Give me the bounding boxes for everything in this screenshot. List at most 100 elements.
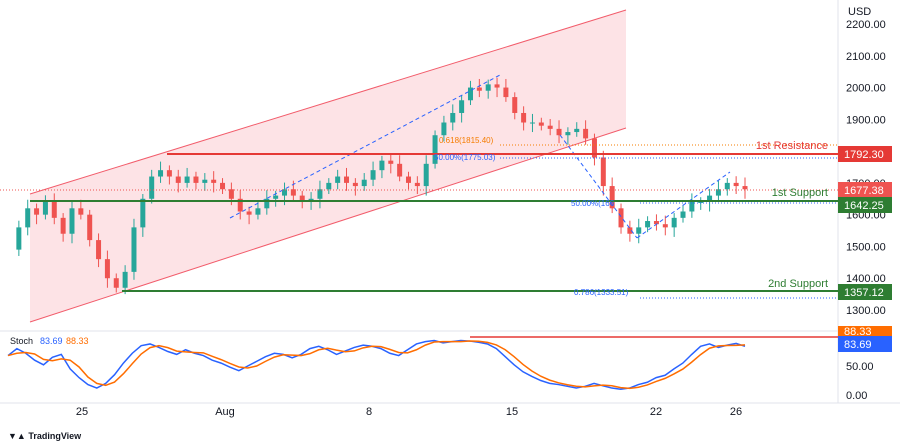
candle-body <box>538 122 544 126</box>
candle-body <box>370 170 376 180</box>
fib-zigzag-down <box>559 134 638 239</box>
support2-annotation: 2nd Support <box>768 278 828 290</box>
price-axis-tick: 1400.00 <box>846 273 886 285</box>
support1-price-tag: 1642.25 <box>838 197 892 213</box>
candle-body <box>282 189 288 196</box>
stoch-legend-label: Stoch <box>10 336 33 346</box>
candle-body <box>707 195 713 202</box>
svg-text:88.33: 88.33 <box>844 326 872 338</box>
candle-body <box>662 224 668 228</box>
candle-body <box>228 189 234 199</box>
candle-body <box>69 208 75 234</box>
stoch-d-line <box>7 340 746 390</box>
candle-body <box>698 201 704 203</box>
channel-lower-line <box>29 127 627 323</box>
fib50-upper-annotation: 50.00%(1775.03) <box>434 153 496 162</box>
svg-text:1357.12: 1357.12 <box>844 287 884 299</box>
candle-body <box>609 186 615 209</box>
price-axis-tick: 1900.00 <box>846 114 886 126</box>
candle-body <box>636 227 642 234</box>
candle-body <box>34 208 40 215</box>
candle-body <box>485 84 491 91</box>
candle-body <box>202 179 208 183</box>
candle-body <box>627 227 633 234</box>
candle-body <box>149 176 155 199</box>
candle-body <box>175 176 181 183</box>
currency-label: USD <box>848 6 871 18</box>
candle-body <box>25 208 31 228</box>
stoch-legend-k: 83.69 <box>40 336 63 346</box>
price-axis-tick: 2200.00 <box>846 19 886 31</box>
candle-body <box>600 157 606 187</box>
candle-body <box>379 160 385 171</box>
candle-body <box>113 278 119 288</box>
candle-body <box>645 221 651 228</box>
candle-body <box>450 112 456 123</box>
candle-body <box>317 189 323 199</box>
candle-body <box>220 182 226 190</box>
candle-body <box>42 201 48 215</box>
candle-body <box>467 87 473 101</box>
support2-price-tag: 1357.12 <box>838 284 892 300</box>
candle-body <box>211 179 217 183</box>
candle-body <box>16 227 22 250</box>
candle-body <box>264 198 270 209</box>
logo-mark-icon: ▼▲ <box>8 431 29 441</box>
time-axis-tick: 25 <box>76 406 88 418</box>
resistance-price-tag: 1792.30 <box>838 146 892 162</box>
svg-text:83.69: 83.69 <box>844 339 872 351</box>
candle-body <box>352 182 358 187</box>
candle-body <box>494 84 500 88</box>
svg-text:1677.38: 1677.38 <box>844 185 884 197</box>
candle-body <box>724 182 730 190</box>
candle-body <box>414 182 420 187</box>
svg-text:1792.30: 1792.30 <box>844 149 884 161</box>
candle-body <box>618 208 624 228</box>
candle-body <box>441 122 447 136</box>
candle-body <box>521 112 527 123</box>
candle-body <box>503 87 509 98</box>
candle-body <box>689 201 695 212</box>
candle-body <box>556 128 562 136</box>
candle-body <box>529 122 535 124</box>
candle-body <box>335 176 341 183</box>
price-axis-tick: 2100.00 <box>846 51 886 63</box>
candle-body <box>742 186 748 190</box>
osc-top-tag: 88.33 <box>838 326 892 338</box>
candle-body <box>432 135 438 164</box>
candle-body <box>87 214 93 241</box>
fib786-annotation: 0.786(1333.51) <box>574 288 629 297</box>
candle-body <box>547 125 553 129</box>
candle-body <box>574 128 580 133</box>
osc-k-tag: 83.69 <box>838 336 892 352</box>
candle-body <box>344 176 350 183</box>
fib-zigzag-up <box>229 74 501 219</box>
candle-body <box>565 132 571 136</box>
candle-body <box>512 97 518 113</box>
candle-body <box>131 227 137 272</box>
candle-body <box>397 163 403 177</box>
candle-body <box>671 217 677 228</box>
stoch-legend-d: 88.33 <box>66 336 89 346</box>
candle-body <box>653 221 659 225</box>
channel-upper-line <box>29 9 627 195</box>
candle-body <box>184 176 190 183</box>
logo-text: TradingView <box>28 431 82 441</box>
osc-axis-tick: 0.00 <box>846 390 867 402</box>
candle-body <box>583 128 589 139</box>
candle-body <box>299 195 305 202</box>
time-axis: 25 Aug 8 15 22 26 <box>76 406 742 418</box>
candle-body <box>104 259 110 279</box>
candle-body <box>290 189 296 196</box>
svg-text:1642.25: 1642.25 <box>844 200 884 212</box>
candle-body <box>122 271 128 288</box>
candle-body <box>680 211 686 218</box>
candles <box>16 77 748 295</box>
price-axis-tick: 1300.00 <box>846 305 886 317</box>
support1-annotation: 1st Support <box>772 187 828 199</box>
time-axis-tick: 8 <box>366 406 372 418</box>
candle-body <box>591 138 597 158</box>
candle-body <box>733 182 739 187</box>
candle-body <box>237 198 243 212</box>
